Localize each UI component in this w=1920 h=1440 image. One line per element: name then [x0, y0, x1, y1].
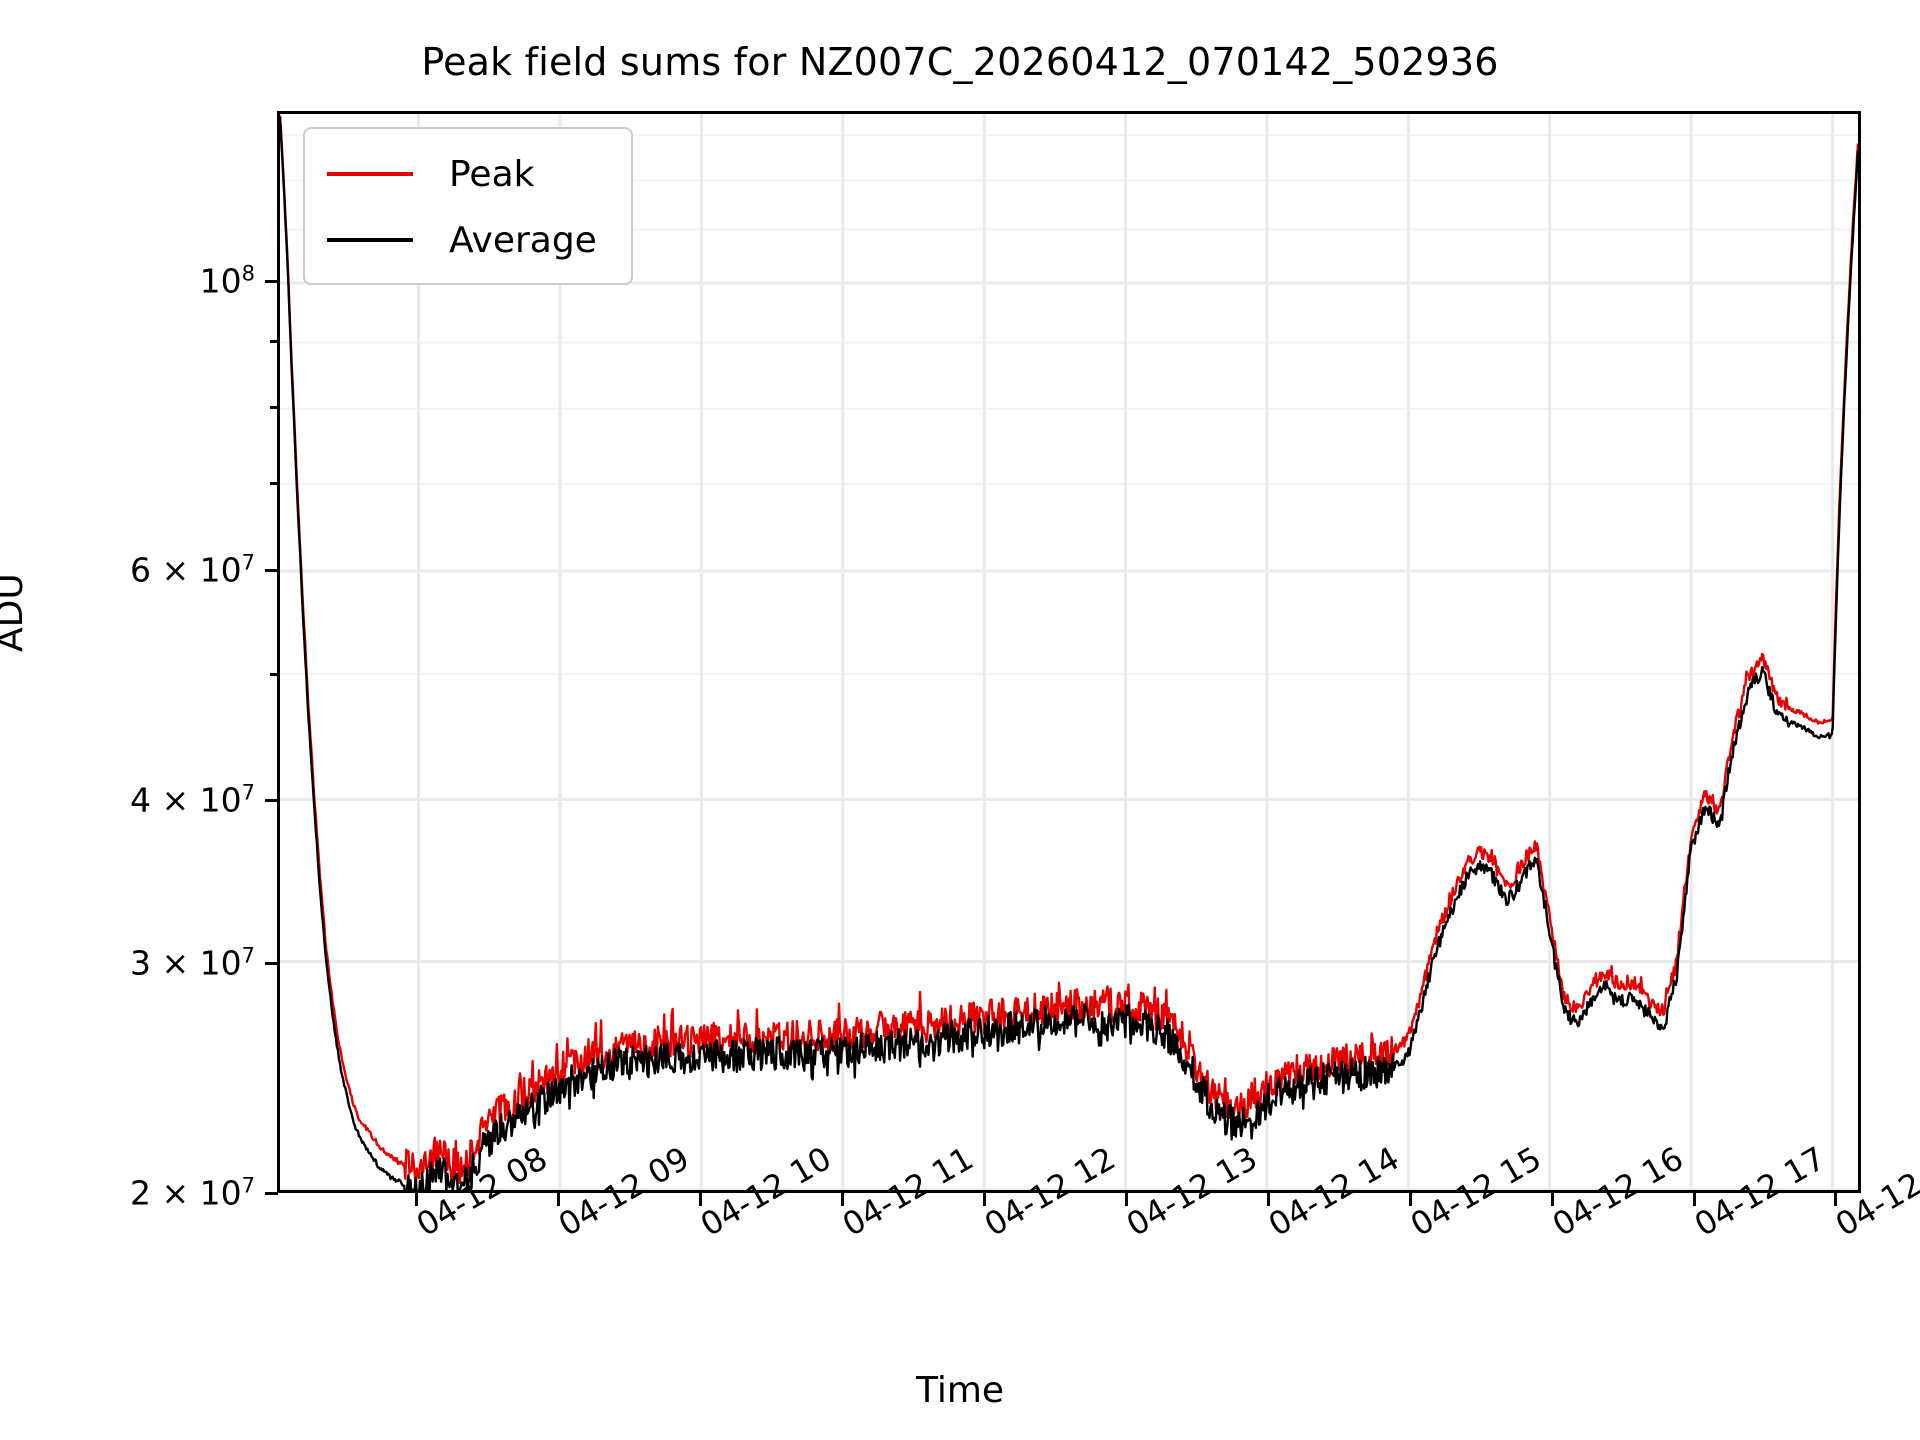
y-tick-label: 6 × 107	[130, 550, 255, 590]
y-tick-mark-minor	[270, 406, 278, 410]
x-tick-mark	[840, 1193, 844, 1206]
series-line-peak	[280, 115, 1858, 1186]
x-tick-label: 04-12 17	[1688, 1139, 1832, 1244]
x-tick-label: 04-12 15	[1404, 1139, 1548, 1244]
y-tick-label: 2 × 107	[130, 1173, 255, 1213]
x-tick-label: 04-12 09	[552, 1139, 696, 1244]
y-tick-label: 3 × 107	[130, 943, 255, 983]
y-tick-mark	[265, 962, 278, 966]
chart-legend[interactable]: Peak Average	[303, 127, 633, 285]
x-tick-label: 04-12 14	[1262, 1139, 1406, 1244]
x-tick-mark	[1266, 1193, 1270, 1206]
x-tick-label: 04-12 12	[978, 1139, 1122, 1244]
legend-label-average: Average	[449, 219, 597, 261]
x-tick-label: 04-12 08	[410, 1139, 554, 1244]
y-tick-mark-minor	[270, 339, 278, 343]
legend-swatch-average	[327, 238, 413, 242]
x-tick-label: 04-12 18	[1829, 1139, 1920, 1244]
x-tick-mark	[1408, 1193, 1412, 1206]
y-tick-mark	[265, 280, 278, 284]
x-tick-label: 04-12 16	[1546, 1139, 1690, 1244]
y-tick-mark	[265, 1192, 278, 1195]
y-tick-mark-minor	[270, 672, 278, 676]
page-title: Peak field sums for NZ007C_20260412_0701…	[421, 40, 1499, 84]
y-tick-mark	[265, 799, 278, 803]
x-tick-label: 04-12 11	[836, 1139, 980, 1244]
x-tick-mark	[557, 1193, 561, 1206]
y-axis-label: ADU	[0, 573, 31, 652]
series-layer	[280, 114, 1858, 1190]
legend-item-average[interactable]: Average	[305, 209, 631, 271]
legend-label-peak: Peak	[449, 153, 535, 195]
legend-item-peak[interactable]: Peak	[305, 143, 631, 205]
y-tick-mark-minor	[270, 482, 278, 486]
x-axis-label: Time	[915, 1370, 1005, 1411]
x-tick-mark	[698, 1193, 702, 1206]
y-tick-label: 108	[199, 261, 255, 301]
x-tick-mark	[1834, 1193, 1838, 1206]
x-tick-mark	[982, 1193, 986, 1206]
series-line-average	[280, 116, 1858, 1190]
x-tick-label: 04-12 10	[694, 1139, 838, 1244]
x-tick-mark	[1124, 1193, 1128, 1206]
x-tick-mark	[1692, 1193, 1696, 1206]
x-tick-mark	[415, 1193, 419, 1206]
x-tick-label: 04-12 13	[1120, 1139, 1264, 1244]
y-tick-label: 4 × 107	[130, 780, 255, 820]
y-tick-mark	[265, 569, 278, 573]
x-tick-mark	[1550, 1193, 1554, 1206]
legend-swatch-peak	[327, 172, 413, 176]
